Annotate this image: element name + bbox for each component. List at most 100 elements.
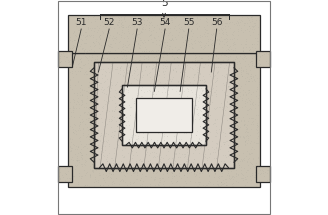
Point	[203, 97, 208, 100]
Point	[220, 92, 225, 96]
Point	[189, 159, 194, 162]
Point	[184, 150, 190, 154]
Point	[249, 17, 255, 20]
Point	[71, 92, 76, 95]
Point	[162, 45, 167, 49]
Point	[101, 124, 107, 127]
Point	[178, 101, 184, 104]
Point	[154, 145, 160, 149]
Point	[125, 113, 130, 117]
Point	[106, 57, 111, 60]
Point	[182, 141, 187, 144]
Bar	[94, 62, 234, 168]
Point	[183, 129, 188, 133]
Point	[165, 128, 170, 132]
Point	[77, 61, 82, 65]
Point	[253, 57, 258, 61]
Point	[221, 131, 226, 134]
Point	[192, 61, 197, 64]
Point	[95, 143, 101, 146]
Point	[139, 89, 144, 92]
Point	[239, 56, 245, 60]
Point	[111, 146, 116, 150]
Point	[212, 172, 217, 175]
Point	[174, 55, 180, 59]
Point	[112, 109, 117, 113]
Point	[231, 181, 236, 184]
Point	[236, 172, 241, 175]
Point	[97, 183, 102, 186]
Point	[230, 154, 236, 158]
Point	[131, 87, 136, 91]
Point	[247, 89, 252, 92]
Point	[95, 72, 101, 76]
Point	[239, 171, 244, 175]
Point	[87, 167, 92, 170]
Point	[147, 131, 152, 135]
Point	[100, 77, 105, 80]
Point	[122, 116, 128, 120]
Point	[211, 121, 216, 124]
Point	[152, 121, 157, 124]
Point	[140, 184, 145, 188]
Point	[125, 99, 130, 103]
Point	[223, 33, 228, 36]
Point	[126, 84, 131, 88]
Point	[183, 135, 189, 138]
Point	[174, 100, 179, 103]
Point	[121, 129, 126, 133]
Point	[128, 181, 133, 184]
Point	[145, 78, 151, 82]
Point	[120, 50, 126, 54]
Point	[159, 118, 165, 122]
Point	[253, 95, 258, 98]
Point	[195, 66, 200, 69]
Point	[107, 91, 113, 95]
Point	[97, 139, 102, 142]
Point	[143, 27, 148, 31]
Point	[170, 87, 175, 91]
Point	[214, 94, 219, 97]
Point	[100, 87, 105, 91]
Point	[236, 127, 242, 131]
Point	[214, 118, 219, 121]
Point	[100, 68, 105, 71]
Text: 55: 55	[183, 18, 195, 27]
Point	[102, 74, 107, 77]
Point	[141, 104, 146, 108]
Point	[226, 174, 232, 178]
Point	[213, 104, 218, 108]
Point	[224, 21, 230, 25]
Point	[127, 139, 132, 143]
Point	[162, 64, 168, 68]
Point	[111, 135, 116, 138]
Point	[111, 140, 116, 144]
Point	[84, 172, 89, 175]
Point	[220, 107, 225, 111]
Point	[240, 45, 246, 49]
Point	[150, 74, 155, 78]
Point	[236, 163, 242, 167]
Point	[101, 129, 106, 132]
Point	[210, 38, 215, 42]
Point	[255, 54, 260, 58]
Point	[107, 119, 112, 123]
Point	[207, 101, 212, 104]
Point	[123, 46, 129, 49]
Point	[214, 138, 219, 141]
Point	[107, 171, 112, 175]
Point	[161, 129, 166, 132]
Point	[200, 65, 206, 69]
Point	[150, 142, 155, 146]
Point	[141, 26, 146, 29]
Point	[108, 134, 113, 137]
Point	[72, 69, 77, 73]
Point	[113, 106, 118, 110]
Point	[224, 177, 229, 181]
Point	[111, 37, 116, 40]
Point	[192, 102, 197, 106]
Point	[163, 84, 168, 88]
Point	[75, 144, 81, 148]
Point	[231, 152, 236, 155]
Point	[245, 96, 250, 99]
